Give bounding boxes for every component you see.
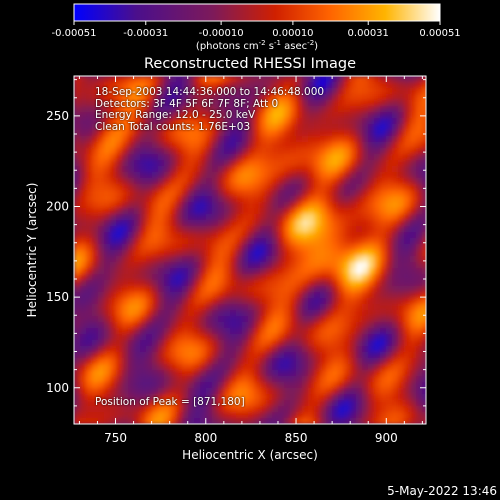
axes: 750 800 850 900 100 150 200 250 <box>46 76 426 445</box>
x-tick-label: 750 <box>104 431 127 445</box>
x-tick-label: 850 <box>285 431 308 445</box>
x-tick-label: 900 <box>375 431 398 445</box>
colorbar-tick-label: -0.00031 <box>123 28 168 39</box>
plot-timestamp: 5-May-2022 13:46 <box>387 484 497 498</box>
colorbar-tick-label: 0.00010 <box>272 28 313 39</box>
colorbar-tick-label: 0.00031 <box>348 28 389 39</box>
plot-frame <box>73 75 427 425</box>
chart-title: Reconstructed RHESSI Image <box>144 56 356 72</box>
time-range-text: 18-Sep-2003 14:44:36.000 to 14:46:48.000 <box>95 86 325 98</box>
detectors-text: Detectors: 3F 4F 5F 6F 7F 8F; Att 0 <box>95 97 279 110</box>
y-tick-label: 150 <box>46 290 69 304</box>
clean-counts-text: Clean Total counts: 1.76E+03 <box>95 120 251 133</box>
energy-range-text: Energy Range: 12.0 - 25.0 keV <box>95 109 256 121</box>
colorbar-gradient <box>73 3 441 22</box>
colorbar-tick-label: -0.00010 <box>199 28 244 39</box>
y-tick-label: 250 <box>46 109 69 123</box>
x-axis-label: Heliocentric X (arcsec) <box>182 448 318 462</box>
x-tick-label: 800 <box>194 431 217 445</box>
rhessi-image <box>74 76 426 424</box>
observation-info: 18-Sep-2003 14:44:36.000 to 14:46:48.000… <box>95 86 325 133</box>
y-axis-label: Heliocentric Y (arcsec) <box>25 183 39 318</box>
colorbar-tick-label: -0.00051 <box>52 28 97 39</box>
colorbar-units: (photons cm-2 s-1 asec-2) <box>196 39 318 52</box>
colorbar-ticks: -0.00051 -0.00031 -0.00010 0.00010 0.00031 0.… <box>52 21 461 39</box>
y-tick-label: 100 <box>46 381 69 395</box>
y-tick-label: 200 <box>46 200 69 214</box>
peak-position-text: Position of Peak = [871,180] <box>95 396 245 408</box>
colorbar: -0.00051 -0.00031 -0.00010 0.00010 0.00031 0.… <box>52 3 461 52</box>
colorbar-tick-label: 0.00051 <box>419 28 460 39</box>
